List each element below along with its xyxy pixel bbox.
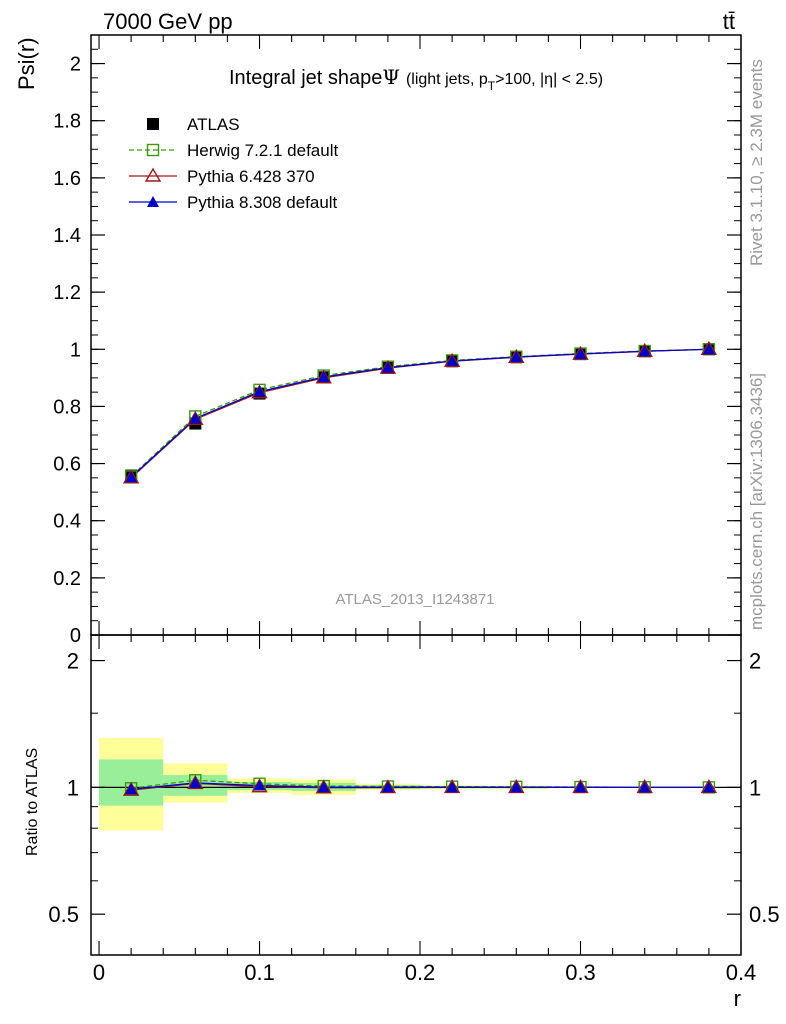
main-data-point <box>125 471 138 483</box>
x-tick-label: 0.3 <box>565 960 596 985</box>
ratio-data-point <box>315 779 332 794</box>
ratio-data-point <box>187 775 204 790</box>
legend-label: Pythia 8.308 default <box>187 193 338 212</box>
main-data-point <box>379 359 397 374</box>
main-x-ticks <box>98 35 742 635</box>
title-sub-c: >100, |η| < 2.5) <box>495 71 603 88</box>
main-data-point <box>251 384 268 399</box>
ratio-y-tick-label-right: 0.5 <box>749 902 780 927</box>
main-y-tick-label: 0.2 <box>53 568 81 590</box>
main-data-point <box>253 385 266 397</box>
title-main: Integral jet shape <box>229 67 382 89</box>
ratio-y-tick-label-left: 2 <box>67 649 79 674</box>
ratio-data-point <box>702 781 715 793</box>
main-y-tick-label: 1 <box>70 339 81 361</box>
ratio-frame <box>90 634 742 956</box>
analysis-watermark: ATLAS_2013_I1243871 <box>335 591 494 608</box>
main-data-point <box>508 348 525 363</box>
legend: ATLAS Herwig 7.2.1 default Pythia 6.428 37… <box>129 115 338 212</box>
x-tick-label: 0.2 <box>405 960 436 985</box>
main-series-line <box>130 348 709 479</box>
main-series-line <box>130 348 709 478</box>
ratio-data-point <box>508 778 525 794</box>
main-chart-marks <box>122 340 718 484</box>
ratio-y-ticks: 0.5 0.5 1 1 2 2 <box>48 649 779 928</box>
main-data-point <box>187 410 204 425</box>
main-data-point <box>443 352 461 367</box>
main-panel: 0 0.2 0.4 0.6 0.8 1 1.2 1.4 1.6 1.8 2 Psi(r) ATLAS… <box>14 34 742 647</box>
x-tick-label: 0.1 <box>244 960 275 985</box>
ratio-y-tick-label-left: 1 <box>67 775 79 800</box>
energy-label: 7000 GeV pp <box>103 9 233 34</box>
main-y-ticks: 0 0.2 0.4 0.6 0.8 1 1.2 1.4 1.6 1.8 2 <box>53 48 741 647</box>
title-sub-b: T <box>488 79 496 93</box>
rivet-label: Rivet 3.1.10, ≥ 2.3M events <box>747 59 766 266</box>
main-data-point <box>572 345 589 360</box>
ratio-data-point <box>122 781 140 796</box>
ratio-data-point <box>574 781 587 793</box>
ratio-data-point <box>189 776 202 788</box>
main-data-point <box>381 361 394 373</box>
main-data-point <box>315 369 332 384</box>
main-y-tick-label: 1.4 <box>53 225 81 247</box>
legend-marker <box>144 167 162 182</box>
ratio-y-axis-label: Ratio to ATLAS <box>24 748 41 856</box>
legend-marker <box>146 143 160 157</box>
main-y-tick-label: 0.4 <box>53 511 81 533</box>
ratio-series-line <box>131 782 709 790</box>
legend-label: Herwig 7.2.1 default <box>187 141 338 160</box>
main-data-point <box>574 347 587 359</box>
title-symbol: Ψ <box>382 65 400 89</box>
ratio-data-point <box>446 781 459 793</box>
main-series-line <box>130 348 709 477</box>
title-sub-a: (light jets, p <box>406 71 488 88</box>
x-tick-label: 0 <box>93 960 105 985</box>
chart-title: Integral jet shapeΨ (light jets, pT>100, … <box>229 65 603 93</box>
x-axis-label: r <box>734 986 741 1011</box>
process-label: tt̄ <box>723 9 735 34</box>
x-tick-label: 0.4 <box>726 960 757 985</box>
main-y-tick-label: 0.6 <box>53 454 81 476</box>
main-y-tick-label: 1.6 <box>53 168 81 190</box>
main-y-tick-label: 1.2 <box>53 282 81 304</box>
main-data-point <box>189 412 202 424</box>
main-data-point <box>122 469 140 484</box>
main-data-point <box>446 355 459 366</box>
ratio-data-point <box>379 779 397 794</box>
main-y-tick-label: 1.8 <box>53 111 81 133</box>
ratio-data-point <box>510 781 523 793</box>
legend-marker <box>147 118 159 130</box>
ratio-data-point <box>638 781 651 793</box>
main-data-point <box>702 343 715 355</box>
main-y-tick-label: 0.8 <box>53 396 81 418</box>
ratio-y-tick-label-left: 0.5 <box>48 902 79 927</box>
main-y-tick-label: 2 <box>70 54 81 76</box>
ratio-data-point <box>572 778 589 794</box>
ratio-data-point <box>317 781 330 793</box>
legend-marker <box>147 196 159 207</box>
ratio-data-point <box>381 781 394 793</box>
main-data-point <box>510 351 523 362</box>
ratio-y-tick-label-right: 1 <box>749 775 761 800</box>
main-data-point <box>638 345 651 357</box>
ratio-data-point <box>253 779 266 791</box>
legend-label: ATLAS <box>187 115 240 134</box>
ratio-x-ticks: 0 0.1 0.2 0.3 0.4 <box>93 635 756 985</box>
main-y-tick-label: 0 <box>70 625 81 647</box>
mcplots-label: mcplots.cern.ch [arXiv:1306.3436] <box>747 373 766 630</box>
main-y-axis-label: Psi(r) <box>14 37 39 90</box>
main-data-point <box>317 371 330 382</box>
ratio-data-point <box>251 778 268 793</box>
ratio-data-point <box>443 778 461 794</box>
ratio-y-tick-label-right: 2 <box>749 649 761 674</box>
ratio-chart-marks <box>122 773 718 796</box>
ratio-data-point <box>125 783 138 795</box>
ratio-panel: 0.5 0.51 12 2 0 0.1 0.2 0.3 0.4 Ratio to ATLAS … <box>24 634 780 1011</box>
legend-label: Pythia 6.428 370 <box>187 167 315 186</box>
